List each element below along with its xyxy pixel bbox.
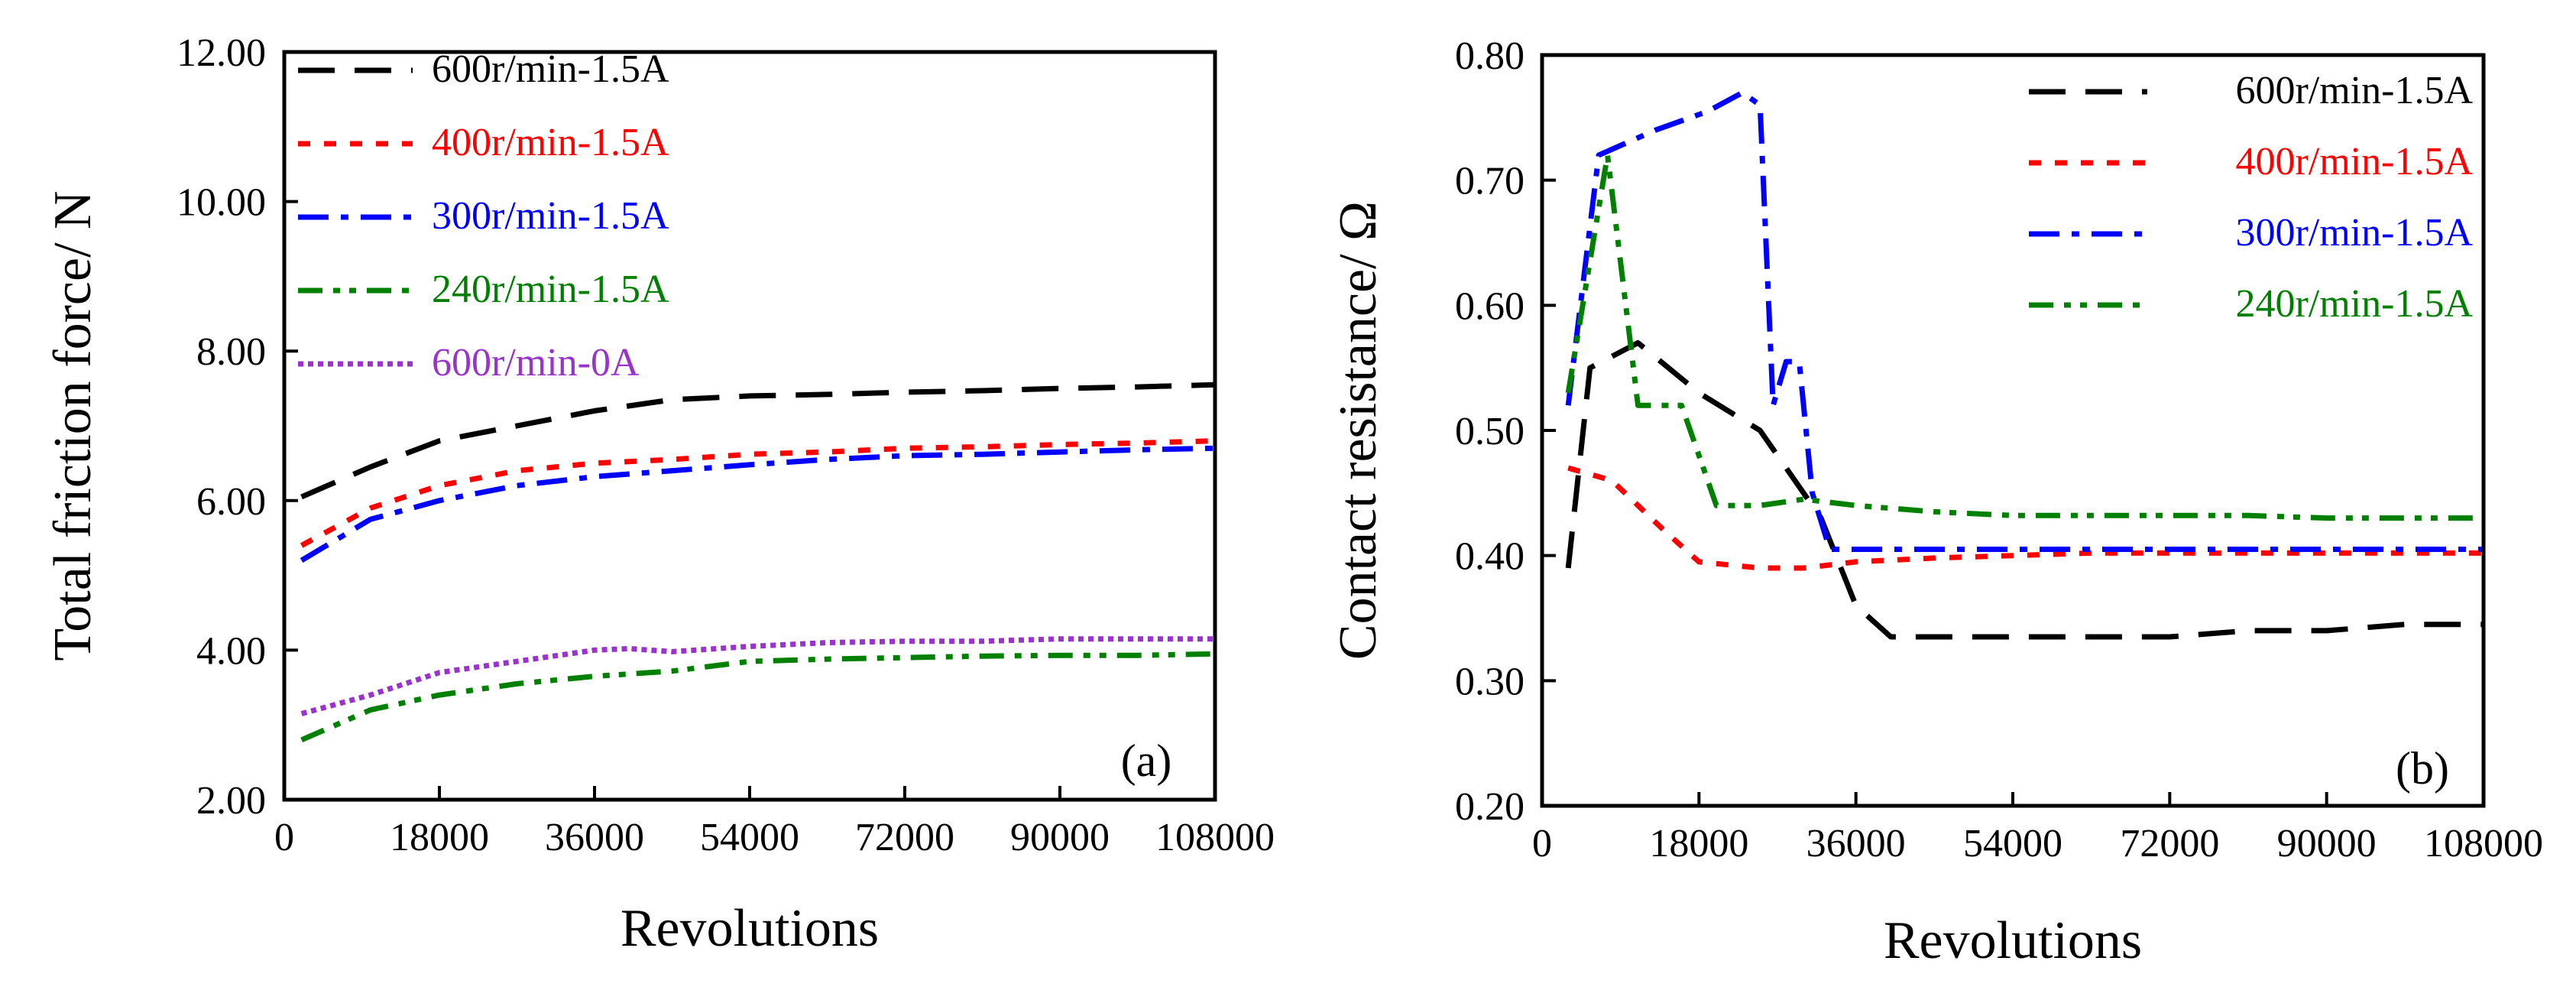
panel-label-b: (b)	[2396, 743, 2449, 794]
x-tick-label-a: 36000	[545, 816, 644, 859]
plot-area-b	[1565, 89, 2484, 640]
series-line-240r-min-1-5a-b	[1565, 152, 2484, 521]
legend-label-600r-min-1-5a-a: 600r/min-1.5A	[432, 47, 669, 91]
series-line-600r-min-1-5a-b	[1565, 339, 2484, 640]
legend-label-240r-min-1-5a-b: 240r/min-1.5A	[2235, 282, 2473, 326]
plot-frame-a	[282, 50, 1217, 802]
legend-label-300r-min-1-5a-a: 300r/min-1.5A	[432, 194, 669, 238]
series-line-300r-min-1-5a-a	[300, 445, 1216, 563]
series-line-400r-min-1-5a-b	[1567, 465, 2484, 571]
y-tick-label-b: 0.40	[1455, 535, 1525, 579]
y-tick-label-a: 10.00	[177, 181, 266, 225]
series-line-600r-min-1-5a-a	[300, 381, 1216, 500]
y-tick-label-b: 0.70	[1455, 160, 1525, 203]
legend-label-240r-min-1-5a-a: 240r/min-1.5A	[432, 268, 669, 311]
y-axis-title-b: Contact resistance/ Ω	[1329, 201, 1388, 660]
chart-panel-a: Revolutions Total friction force/ N (a) …	[44, 31, 1275, 958]
x-tick-label-a: 90000	[1010, 816, 1110, 859]
x-axis-title-b: Revolutions	[1884, 911, 2142, 970]
y-ticks-b: 0.20 0.30 0.40 0.50 0.60 0.70 0.80	[1455, 34, 1556, 829]
x-tick-label-a: 18000	[390, 816, 489, 859]
legend-label-400r-min-1-5a-a: 400r/min-1.5A	[432, 121, 669, 164]
y-tick-label-a: 4.00	[196, 629, 266, 673]
y-tick-label-b: 0.20	[1455, 785, 1525, 829]
legend-a: 600r/min-1.5A 400r/min-1.5A 300r/min-1.5A 2…	[298, 47, 669, 385]
y-tick-label-b: 0.80	[1455, 34, 1525, 78]
y-tick-label-a: 6.00	[196, 480, 266, 524]
x-tick-label-b: 0	[1532, 822, 1552, 865]
x-tick-label-b: 108000	[2424, 822, 2543, 865]
x-ticks-b: 0 18000 36000 54000 72000 90000 108000	[1532, 792, 2543, 865]
x-tick-label-a: 108000	[1155, 816, 1275, 859]
x-tick-label-a: 0	[274, 816, 294, 859]
x-tick-label-b: 90000	[2277, 822, 2377, 865]
x-ticks-a: 0 18000 36000 54000 72000 90000 108000	[274, 786, 1275, 859]
y-tick-label-b: 0.50	[1455, 410, 1525, 453]
series-line-600r-min-0a-a	[300, 636, 1215, 716]
legend-label-400r-min-1-5a-b: 400r/min-1.5A	[2235, 140, 2473, 183]
x-tick-label-b: 18000	[1649, 822, 1748, 865]
chart-panel-b: Revolutions Contact resistance/ Ω (b) 0 1…	[1329, 34, 2543, 970]
y-ticks-a: 2.00 4.00 6.00 8.00 10.00 12.00	[177, 31, 298, 823]
series-line-400r-min-1-5a-a	[300, 438, 1216, 548]
y-tick-label-a: 2.00	[196, 779, 266, 823]
y-tick-label-b: 0.30	[1455, 660, 1525, 703]
x-tick-label-b: 72000	[2120, 822, 2219, 865]
series-line-240r-min-1-5a-a	[300, 651, 1216, 743]
x-tick-label-a: 54000	[700, 816, 799, 859]
legend-b: 600r/min-1.5A 400r/min-1.5A 300r/min-1.5A 2…	[2029, 69, 2473, 326]
y-tick-label-a: 12.00	[177, 31, 266, 75]
panel-label-a: (a)	[1121, 735, 1172, 786]
plot-area-a	[300, 381, 1216, 743]
x-tick-label-b: 54000	[1963, 822, 2062, 865]
series-line-300r-min-1-5a-b	[1565, 89, 2484, 552]
y-axis-title-a: Total friction force/ N	[44, 190, 102, 661]
legend-label-600r-min-0a-a: 600r/min-0A	[432, 341, 640, 385]
y-tick-label-a: 8.00	[196, 330, 266, 374]
x-axis-title-a: Revolutions	[621, 899, 879, 958]
y-tick-label-b: 0.60	[1455, 284, 1525, 328]
x-tick-label-a: 72000	[855, 816, 954, 859]
legend-label-600r-min-1-5a-b: 600r/min-1.5A	[2235, 69, 2473, 112]
legend-label-300r-min-1-5a-b: 300r/min-1.5A	[2235, 211, 2473, 255]
x-tick-label-b: 36000	[1806, 822, 1906, 865]
